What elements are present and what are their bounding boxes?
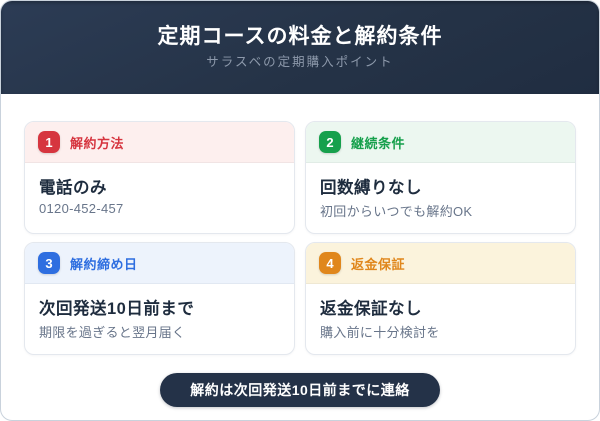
page-subtitle: サラスベの定期購入ポイント [206,55,394,70]
footer-row: 解約は次回発送10日前までに連絡 [24,355,576,407]
card-value: 返金保証なし [320,300,422,318]
number-badge: 3 [38,252,60,274]
card-header: 3 解約締め日 [25,243,294,284]
card-category-label: 返金保証 [351,256,406,272]
card-value: 回数縛りなし [320,179,422,197]
card-header: 1 解約方法 [25,122,294,163]
card-category-label: 解約方法 [70,135,125,151]
card-note: 0120-452-457 [39,201,124,216]
number-badge: 4 [319,252,341,274]
card-continuation-terms: 2 継続条件 回数縛りなし 初回からいつでも解約OK [305,121,576,234]
card-cancellation-method: 1 解約方法 電話のみ 0120-452-457 [24,121,295,234]
number-badge: 1 [38,131,60,153]
card-cancellation-deadline: 3 解約締め日 次回発送10日前まで 期限を過ぎると翌月届く [24,242,295,355]
main-content: 1 解約方法 電話のみ 0120-452-457 2 継続条件 回数縛りなし 初… [1,94,599,407]
card-note: 初回からいつでも解約OK [320,204,473,219]
card-category-label: 継続条件 [351,135,406,151]
card-value: 電話のみ [39,179,107,197]
card-note: 購入前に十分検討を [320,325,440,340]
card-header: 4 返金保証 [306,243,575,284]
card-header: 2 継続条件 [306,122,575,163]
cta-pill-button[interactable]: 解約は次回発送10日前までに連絡 [160,373,440,407]
page-title: 定期コースの料金と解約条件 [157,25,443,49]
card-category-label: 解約締め日 [70,256,138,272]
card-value: 次回発送10日前まで [39,300,195,318]
card-note: 期限を過ぎると翌月届く [39,325,186,340]
card-refund-guarantee: 4 返金保証 返金保証なし 購入前に十分検討を [305,242,576,355]
header-banner: 定期コースの料金と解約条件 サラスベの定期購入ポイント [1,1,599,94]
card-grid: 1 解約方法 電話のみ 0120-452-457 2 継続条件 回数縛りなし 初… [24,121,576,355]
number-badge: 2 [319,131,341,153]
